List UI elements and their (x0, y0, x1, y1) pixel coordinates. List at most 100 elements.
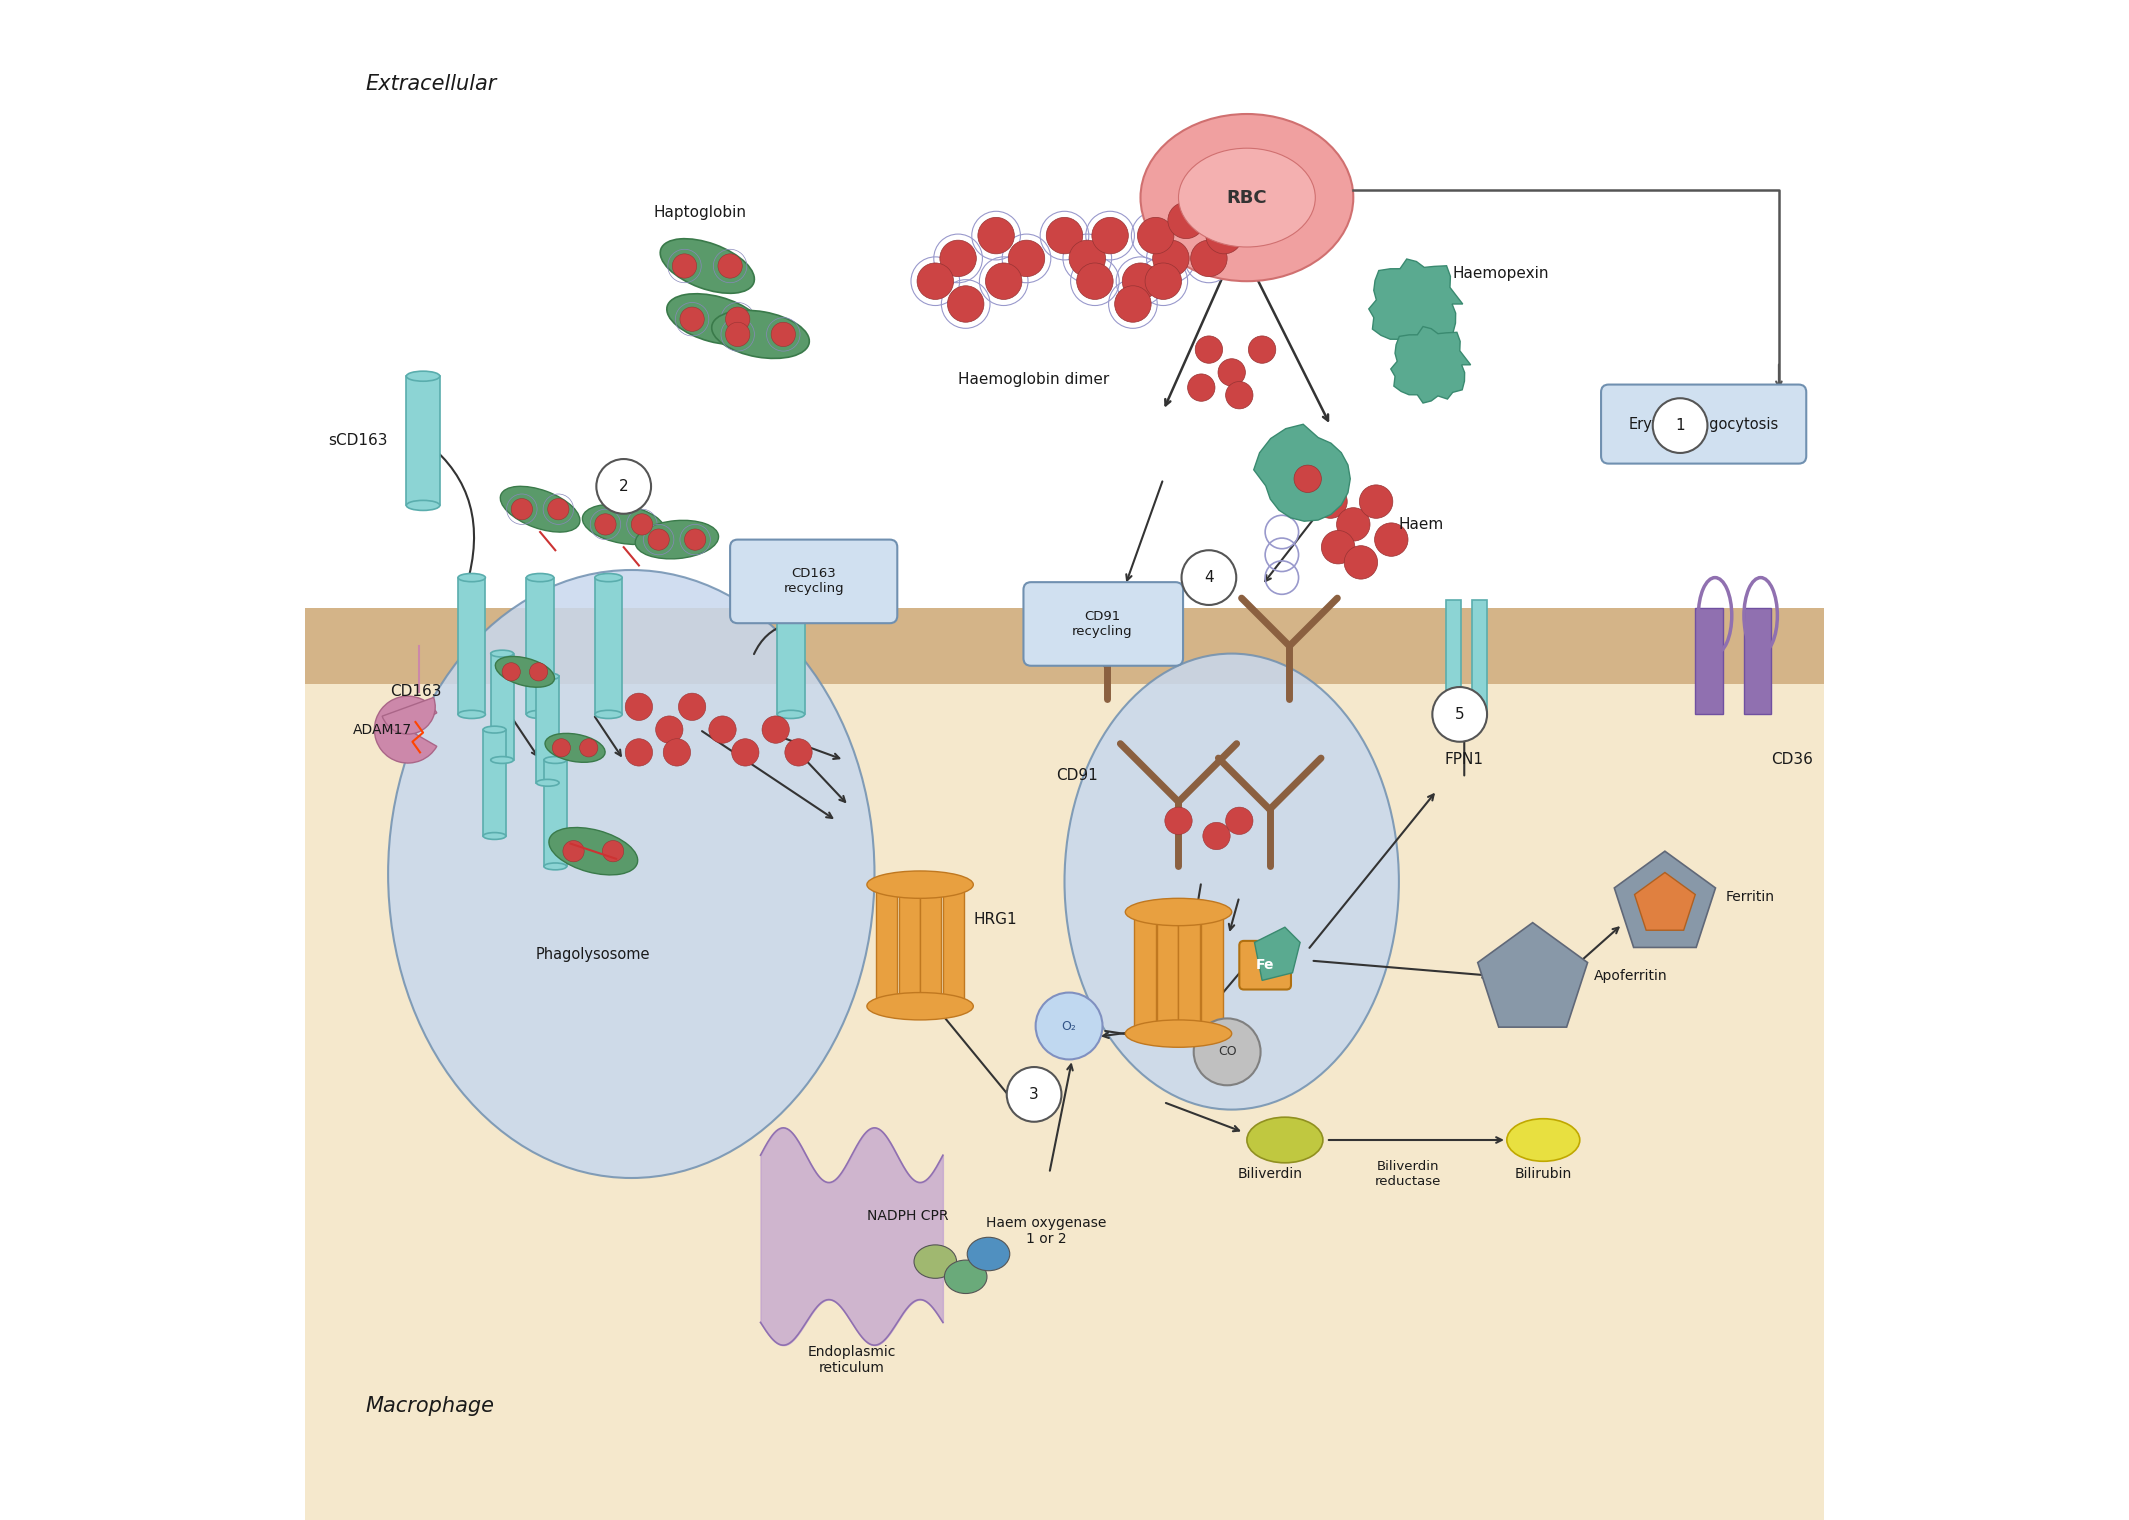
Circle shape (1343, 546, 1377, 579)
Text: Ferritin: Ferritin (1727, 889, 1776, 904)
Text: Haem: Haem (1399, 517, 1443, 532)
Circle shape (1194, 336, 1222, 363)
Text: Extracellular: Extracellular (366, 73, 496, 94)
Bar (458, 578, 485, 714)
Bar (304, 608, 1825, 684)
Circle shape (1092, 217, 1128, 254)
Text: Phagolysosome: Phagolysosome (537, 947, 651, 962)
Ellipse shape (711, 310, 809, 359)
Circle shape (1203, 822, 1231, 850)
Circle shape (679, 307, 705, 331)
Circle shape (1137, 217, 1173, 254)
Circle shape (717, 254, 743, 278)
Bar (1695, 608, 1722, 714)
Text: Biliverdin: Biliverdin (1237, 1167, 1303, 1181)
Ellipse shape (594, 573, 622, 582)
Circle shape (1190, 240, 1226, 277)
Text: 5: 5 (1454, 707, 1465, 722)
Ellipse shape (666, 293, 762, 345)
Text: Macrophage: Macrophage (366, 1395, 494, 1417)
Circle shape (1226, 807, 1254, 834)
FancyBboxPatch shape (1601, 385, 1805, 464)
Polygon shape (1254, 424, 1350, 521)
Ellipse shape (543, 757, 566, 763)
Ellipse shape (660, 239, 754, 293)
Ellipse shape (407, 371, 441, 382)
Circle shape (1248, 336, 1275, 363)
Text: sCD163: sCD163 (328, 433, 387, 448)
Text: CD36: CD36 (1771, 752, 1814, 768)
Circle shape (918, 263, 954, 299)
Ellipse shape (1126, 898, 1233, 926)
Circle shape (1169, 202, 1205, 239)
Bar (543, 760, 566, 866)
Circle shape (664, 739, 690, 766)
Ellipse shape (867, 993, 973, 1020)
Ellipse shape (967, 1237, 1009, 1271)
Circle shape (939, 240, 977, 277)
Ellipse shape (500, 486, 579, 532)
Bar (483, 730, 507, 836)
Text: Biliverdin
reductase: Biliverdin reductase (1375, 1160, 1441, 1187)
Text: CD163
recycling: CD163 recycling (783, 567, 843, 596)
Bar (875, 885, 896, 1006)
Bar (1201, 912, 1222, 1034)
Circle shape (1652, 398, 1707, 453)
Circle shape (1035, 993, 1103, 1059)
Circle shape (732, 739, 758, 766)
Ellipse shape (945, 1260, 988, 1294)
Circle shape (1322, 530, 1354, 564)
Circle shape (1009, 240, 1045, 277)
Ellipse shape (913, 1245, 956, 1278)
Text: O₂: O₂ (1062, 1020, 1077, 1032)
Ellipse shape (526, 710, 554, 719)
Ellipse shape (867, 871, 973, 898)
Text: Haem oxygenase
1 or 2: Haem oxygenase 1 or 2 (986, 1216, 1107, 1246)
Circle shape (632, 514, 654, 535)
Circle shape (1145, 263, 1182, 299)
Ellipse shape (777, 710, 805, 719)
Circle shape (1226, 382, 1254, 409)
Text: Haemoglobin dimer: Haemoglobin dimer (958, 372, 1109, 388)
Ellipse shape (549, 827, 639, 876)
Bar (1135, 912, 1156, 1034)
Circle shape (1045, 217, 1084, 254)
Circle shape (511, 499, 532, 520)
Ellipse shape (634, 520, 720, 559)
Bar (1446, 600, 1460, 714)
Circle shape (656, 716, 683, 743)
Ellipse shape (1507, 1119, 1580, 1161)
Ellipse shape (458, 710, 485, 719)
Circle shape (1069, 240, 1105, 277)
Circle shape (771, 322, 796, 347)
Circle shape (686, 529, 707, 550)
Circle shape (594, 514, 615, 535)
Ellipse shape (526, 573, 554, 582)
Ellipse shape (1064, 654, 1399, 1110)
Circle shape (1165, 807, 1192, 834)
Circle shape (647, 529, 669, 550)
Circle shape (530, 663, 547, 681)
Ellipse shape (387, 570, 875, 1178)
Ellipse shape (1141, 114, 1354, 281)
Circle shape (502, 663, 519, 681)
Circle shape (786, 739, 811, 766)
Circle shape (1077, 263, 1113, 299)
Ellipse shape (496, 657, 554, 687)
Circle shape (1314, 485, 1348, 518)
Bar (490, 654, 513, 760)
Text: NADPH CPR: NADPH CPR (867, 1208, 947, 1224)
Circle shape (562, 841, 583, 862)
Circle shape (726, 322, 749, 347)
Wedge shape (375, 696, 436, 763)
Ellipse shape (543, 863, 566, 869)
Circle shape (977, 217, 1013, 254)
Circle shape (1218, 359, 1245, 386)
FancyBboxPatch shape (1239, 941, 1290, 990)
Text: 2: 2 (620, 479, 628, 494)
Bar (537, 676, 560, 783)
Text: ADAM17: ADAM17 (353, 722, 413, 737)
Text: HRG1: HRG1 (973, 912, 1018, 927)
Circle shape (1007, 1067, 1062, 1122)
Text: RBC: RBC (1226, 188, 1267, 207)
